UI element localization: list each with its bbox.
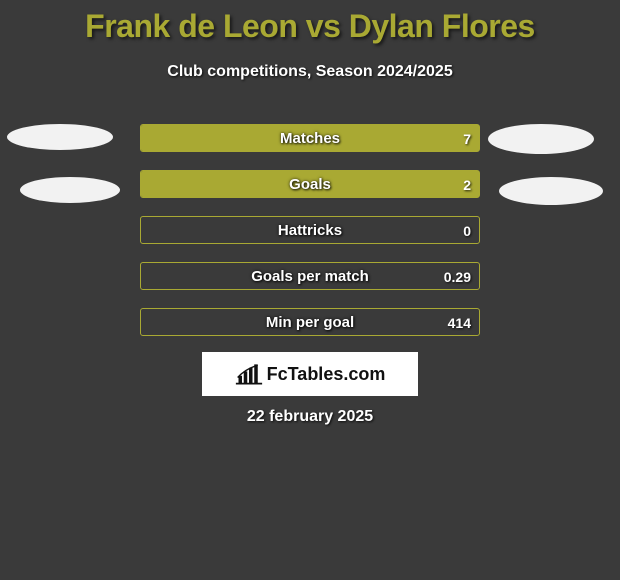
player-left-photo-placeholder-1 bbox=[7, 124, 113, 150]
bar-chart-icon bbox=[235, 363, 263, 385]
stat-label: Hattricks bbox=[141, 217, 479, 245]
stat-value-right: 0.29 bbox=[444, 263, 471, 291]
stat-row-hattricks: Hattricks 0 bbox=[140, 216, 480, 244]
player-right-photo-placeholder-1 bbox=[488, 124, 594, 154]
brand-text: FcTables.com bbox=[267, 364, 386, 385]
subtitle: Club competitions, Season 2024/2025 bbox=[0, 63, 620, 81]
stats-rows: Matches 7 Goals 2 Hattricks 0 Goals per … bbox=[140, 124, 480, 354]
stat-value-right: 414 bbox=[448, 309, 471, 337]
stat-value-right: 7 bbox=[451, 125, 471, 153]
stat-row-min-per-goal: Min per goal 414 bbox=[140, 308, 480, 336]
stat-label: Goals per match bbox=[141, 263, 479, 291]
brand-link[interactable]: FcTables.com bbox=[202, 352, 418, 396]
stat-row-goals: Goals 2 bbox=[140, 170, 480, 198]
stat-value-right: 0 bbox=[451, 217, 471, 245]
player-right-photo-placeholder-2 bbox=[499, 177, 603, 205]
comparison-card: Frank de Leon vs Dylan Flores Club compe… bbox=[0, 0, 620, 580]
footer-date: 22 february 2025 bbox=[0, 408, 620, 426]
stat-label: Matches bbox=[141, 125, 479, 153]
page-title: Frank de Leon vs Dylan Flores bbox=[0, 0, 620, 45]
stat-value-right: 2 bbox=[451, 171, 471, 199]
stat-row-goals-per-match: Goals per match 0.29 bbox=[140, 262, 480, 290]
stat-row-matches: Matches 7 bbox=[140, 124, 480, 152]
stat-label: Goals bbox=[141, 171, 479, 199]
stat-label: Min per goal bbox=[141, 309, 479, 337]
player-left-photo-placeholder-2 bbox=[20, 177, 120, 203]
